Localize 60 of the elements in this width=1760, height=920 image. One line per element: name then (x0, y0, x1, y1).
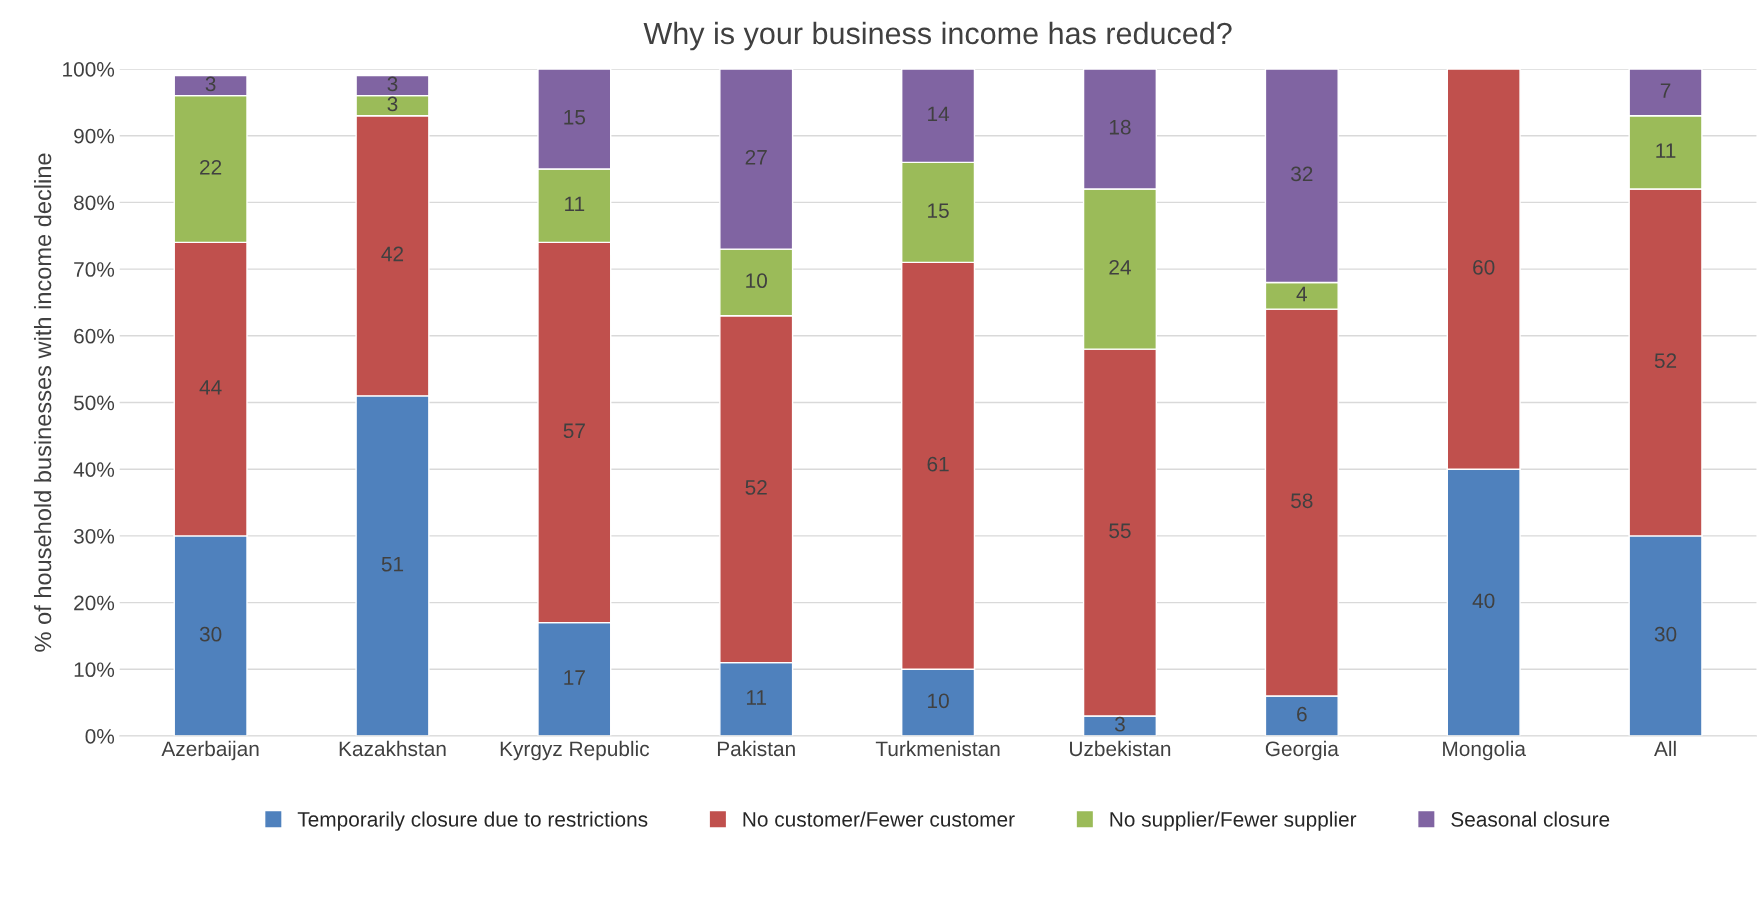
x-tick-label: Azerbaijan (161, 740, 259, 761)
x-tick-label: Turkmenistan (875, 740, 1000, 757)
data-label: 14 (928, 106, 950, 122)
data-label: 42 (381, 246, 404, 262)
y-tick-label: 40% (73, 462, 115, 477)
x-tick-label: All (1654, 740, 1676, 756)
data-label: 57 (563, 423, 585, 439)
y-tick-label: 60% (74, 328, 115, 344)
data-label: 30 (1654, 626, 1677, 642)
x-tick-label: Georgia (1265, 740, 1339, 761)
data-label: 10 (746, 273, 767, 289)
data-label: 11 (746, 690, 767, 705)
data-label: 32 (1291, 166, 1313, 182)
y-tick-label: 20% (74, 595, 115, 611)
y-axis-title: % of household businesses with income decline (33, 153, 52, 652)
x-tick-label: Mongolia (1443, 740, 1526, 761)
data-label: 17 (564, 670, 585, 685)
y-tick-label: 10% (74, 662, 115, 678)
data-label: 52 (745, 480, 767, 495)
y-tick-label: 80% (74, 195, 115, 211)
x-tick-label: Pakistan (717, 740, 795, 757)
y-tick-label: 30% (73, 528, 115, 544)
data-label: 30 (199, 626, 222, 642)
data-label: 55 (1109, 523, 1131, 539)
legend-label: No supplier/Fewer supplier (1110, 811, 1357, 831)
legend-label: Temporarily closure due to restrictions (297, 811, 648, 831)
data-label: 24 (1109, 259, 1131, 275)
data-label: 22 (200, 159, 222, 175)
y-tick-label: 70% (74, 262, 115, 277)
y-tick-label: 90% (74, 128, 115, 144)
data-label: 44 (199, 380, 222, 395)
x-tick-label: Kyrgyz Republic (500, 740, 650, 761)
data-label: 40 (1472, 593, 1495, 609)
data-label: 18 (1109, 119, 1131, 135)
data-label: 7 (1660, 83, 1671, 98)
data-label: 61 (927, 456, 949, 472)
y-tick-label: 0% (85, 729, 115, 744)
x-tick-label: Uzbekistan (1070, 740, 1171, 757)
data-label: 3 (387, 96, 398, 112)
data-label: 27 (745, 149, 767, 165)
y-tick-label: 100% (63, 62, 115, 77)
data-label: 15 (564, 110, 586, 125)
legend-label: No customer/Fewer customer (743, 811, 1015, 827)
data-label: 4 (1296, 286, 1307, 302)
data-label: 3 (1114, 716, 1125, 732)
data-label: 11 (1656, 143, 1676, 158)
data-label: 15 (928, 203, 949, 218)
y-tick-label: 50% (73, 395, 115, 411)
data-label: 51 (381, 556, 404, 572)
data-label: 60 (1473, 259, 1495, 275)
data-label: 52 (1654, 353, 1677, 369)
data-label: 58 (1291, 493, 1313, 509)
data-label: 10 (928, 693, 949, 709)
data-label: 6 (1297, 706, 1307, 722)
chart-title: Why is your business income has reduced? (643, 21, 1232, 51)
data-label: 11 (565, 196, 585, 212)
x-tick-label: Kazakhstan (339, 740, 446, 757)
data-label: 3 (205, 76, 216, 92)
data-label: 3 (387, 76, 398, 92)
legend-label: Seasonal closure (1451, 811, 1610, 827)
